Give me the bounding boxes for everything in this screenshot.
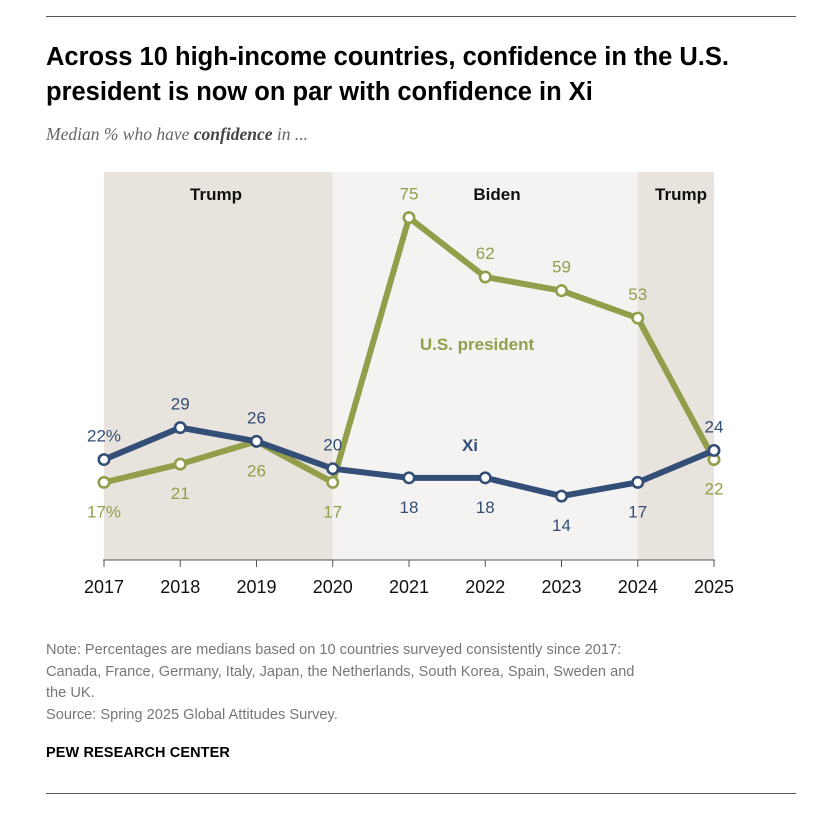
period-band-0 <box>104 172 333 560</box>
data-point-us-president <box>554 284 568 298</box>
period-label-2: Trump <box>655 185 707 204</box>
data-point-us-president <box>326 475 340 489</box>
data-label-xi: 26 <box>247 408 266 427</box>
data-point-us-president <box>478 270 492 284</box>
x-tick-label: 2022 <box>465 577 505 597</box>
data-point-us-president <box>97 475 111 489</box>
x-tick-label: 2024 <box>618 577 658 597</box>
data-label-us-president: 59 <box>552 258 571 277</box>
chart-notes: Note: Percentages are medians based on 1… <box>46 640 806 726</box>
data-point-xi <box>554 489 568 503</box>
x-tick-label: 2020 <box>313 577 353 597</box>
data-label-us-president: 75 <box>400 185 419 204</box>
x-tick-label: 2017 <box>84 577 124 597</box>
note-line-2: Canada, France, Germany, Italy, Japan, t… <box>46 663 635 680</box>
data-label-xi: 18 <box>400 498 419 517</box>
data-label-xi: 18 <box>476 498 495 517</box>
data-label-us-president: 53 <box>628 285 647 304</box>
note-line-1: Note: Percentages are medians based on 1… <box>46 642 622 658</box>
data-point-us-president <box>173 457 187 471</box>
source-line: Source: Spring 2025 Global Attitudes Sur… <box>46 706 338 723</box>
data-point-us-president <box>631 311 645 325</box>
x-tick-label: 2023 <box>541 577 581 597</box>
top-rule <box>46 16 796 17</box>
data-point-xi <box>707 443 721 457</box>
x-tick-label: 2025 <box>694 577 734 597</box>
period-band-1 <box>332 172 638 560</box>
data-point-xi <box>173 421 187 435</box>
period-band-2 <box>637 172 714 560</box>
brand-name: PEW RESEARCH CENTER <box>46 745 230 761</box>
x-tick-label: 2019 <box>236 577 276 597</box>
data-label-xi: 20 <box>323 436 342 455</box>
data-point-xi <box>97 453 111 467</box>
data-label-us-president: 17 <box>323 502 342 521</box>
data-label-us-president: 17% <box>87 502 121 521</box>
data-label-xi: 14 <box>552 516 571 535</box>
chart-title: Across 10 high-income countries, confide… <box>46 43 729 106</box>
period-label-1: Biden <box>473 185 520 204</box>
data-point-xi <box>250 434 264 448</box>
data-point-xi <box>326 462 340 476</box>
data-label-xi: 29 <box>171 395 190 414</box>
x-tick-label: 2018 <box>160 577 200 597</box>
data-label-us-president: 62 <box>476 244 495 263</box>
series-name-xi: Xi <box>462 436 478 455</box>
data-label-us-president: 21 <box>171 484 190 503</box>
data-point-xi <box>402 471 416 485</box>
data-label-xi: 24 <box>705 417 724 436</box>
subtitle-text-before: Median % who have <box>46 124 194 144</box>
x-tick-label: 2021 <box>389 577 429 597</box>
series-name-us-president: U.S. president <box>420 335 535 354</box>
data-point-xi <box>631 475 645 489</box>
subtitle-text-after: in ... <box>272 124 308 144</box>
data-point-us-president <box>402 211 416 225</box>
note-line-3: the UK. <box>46 685 95 701</box>
data-point-xi <box>478 471 492 485</box>
chart-subtitle: Median % who have confidence in ... <box>46 124 308 145</box>
data-label-us-president: 26 <box>247 461 266 480</box>
subtitle-emphasis: confidence <box>193 124 273 144</box>
data-label-xi: 17 <box>628 502 647 521</box>
bottom-rule <box>46 793 796 794</box>
data-label-us-president: 22 <box>705 480 724 499</box>
period-label-0: Trump <box>190 185 242 204</box>
data-label-xi: 22% <box>87 427 121 446</box>
